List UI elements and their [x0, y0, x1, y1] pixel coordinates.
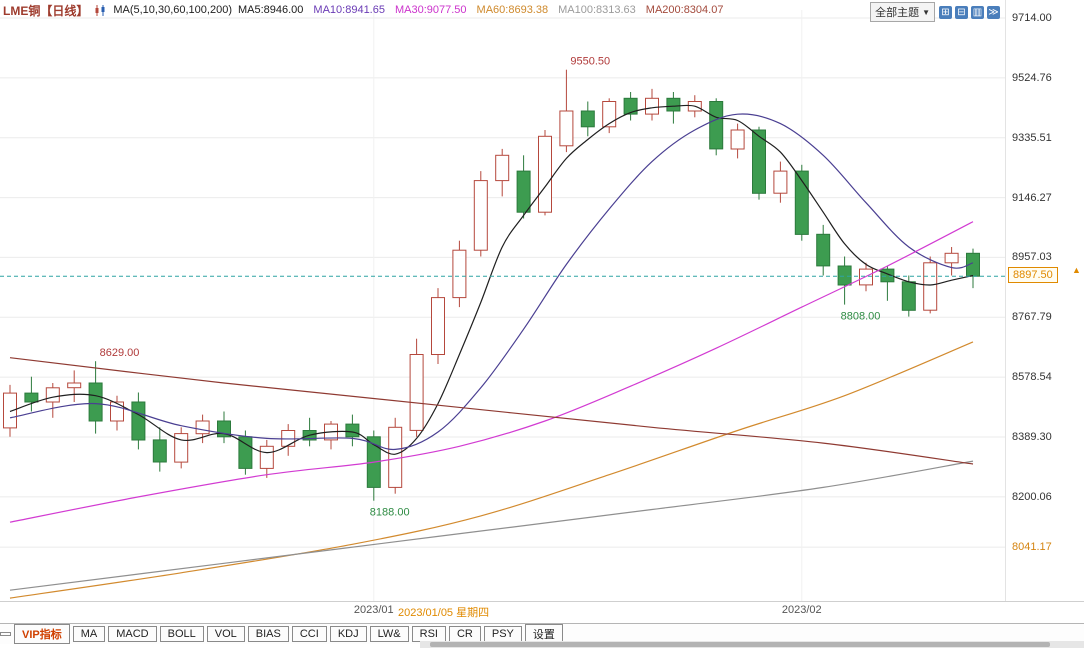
ma-legend-values: MA5:8946.00 MA10:8941.65 MA30:9077.50 MA60:…: [238, 4, 723, 16]
candle-body: [816, 233, 831, 267]
candle-body: [409, 354, 424, 431]
candle-body: [388, 426, 403, 488]
candle-body: [110, 401, 124, 422]
candle-body: [709, 101, 724, 150]
last-price-tag: 8897.50: [1008, 267, 1058, 284]
candle-body: [645, 97, 659, 115]
candle-body: [516, 170, 531, 213]
indicator-tab-cr[interactable]: CR: [448, 626, 481, 642]
indicator-tab-bias[interactable]: BIAS: [247, 626, 289, 642]
candle-body: [837, 265, 852, 286]
chart-canvas[interactable]: 9550.50 8629.00 8808.00 8188.00: [0, 0, 1084, 603]
selected-date-label: 2023/01/05 星期四: [398, 607, 490, 619]
candle-body: [559, 110, 574, 147]
candle-body: [495, 154, 510, 182]
price-axis-label: 8041.17: [1012, 541, 1052, 554]
price-axis-label: 8200.06: [1012, 490, 1052, 503]
candle-body: [623, 97, 638, 115]
candle-body: [67, 382, 82, 389]
candle-body: [773, 170, 788, 194]
ma-legend-item: MA30:9077.50: [394, 4, 467, 16]
split-rows-icon[interactable]: ⊟: [955, 5, 968, 19]
candle-body: [901, 281, 916, 311]
indicator-tab-rsi[interactable]: RSI: [411, 626, 446, 642]
indicator-tab-lw&[interactable]: LW&: [369, 626, 409, 642]
price-axis-label: 9714.00: [1012, 12, 1052, 24]
indicator-tab-boll[interactable]: BOLL: [159, 626, 204, 642]
indicator-tab-macd[interactable]: MACD: [108, 626, 157, 642]
ma-legend-item: MA200:8304.07: [645, 4, 724, 16]
candle-body: [345, 423, 360, 438]
price-axis-label: 9146.27: [1012, 191, 1052, 204]
price-up-arrow-icon: ▲: [1072, 265, 1081, 276]
price-annotation: 8188.00: [370, 507, 410, 519]
candle-body: [923, 262, 938, 311]
indicator-toolbar: VIP指标 MA MACD BOLL VOL BIAS CCI KDJ LW& RSI CR PSY 设…: [0, 623, 1084, 644]
price-annotation: 9550.50: [570, 56, 610, 68]
ma-line-ma30: [9, 221, 974, 523]
ma-line-ma60: [9, 341, 974, 599]
time-axis-label: 2023/02: [781, 604, 822, 616]
fast-forward-icon[interactable]: ≫: [987, 5, 1000, 19]
price-axis-label: 8389.30: [1012, 431, 1052, 443]
symbol-title: LME铜【日线】: [3, 3, 89, 18]
chevron-down-icon: ▼: [922, 7, 930, 17]
panel-layout-icon[interactable]: ▥: [971, 5, 984, 19]
candle-body: [45, 387, 60, 403]
price-axis-label: 9524.76: [1012, 71, 1052, 84]
candle-body: [666, 97, 681, 112]
candle-body: [752, 129, 766, 194]
candle-body: [452, 249, 467, 299]
clipped-tab[interactable]: [0, 632, 11, 636]
candle-body: [580, 110, 595, 128]
indicator-tab-kdj[interactable]: KDJ: [329, 626, 367, 642]
candle-body: [538, 135, 552, 213]
theme-dropdown[interactable]: 全部主题 ▼: [870, 2, 935, 22]
candle-body: [24, 392, 39, 403]
price-axis-label: 8957.03: [1012, 251, 1052, 264]
candle-body: [3, 392, 17, 429]
ma-group-label: MA(5,10,30,60,100,200): [113, 4, 232, 16]
indicator-tab-vip指标[interactable]: VIP指标: [14, 624, 70, 644]
candle-body: [88, 382, 103, 422]
candle-body: [473, 180, 488, 251]
price-axis-label: 8578.54: [1012, 371, 1052, 384]
window-layout-icons: ⊞ ⊟ ▥ ≫: [939, 5, 1000, 19]
candle-body: [730, 129, 745, 150]
theme-dropdown-label: 全部主题: [875, 7, 920, 19]
candle-body: [131, 401, 146, 441]
horizontal-scrollbar-thumb[interactable]: [430, 642, 1050, 647]
ma-legend-item: MA100:8313.63: [558, 4, 636, 16]
price-axis-label: 9335.51: [1012, 131, 1052, 144]
ma-line-ma10: [9, 113, 974, 451]
chart-header: LME铜【日线】 MA(5,10,30,60,100,200) MA5:8946…: [0, 0, 1084, 22]
time-axis: 2023/01/05 星期四 2023/01 2023/02: [0, 604, 1084, 622]
ma-legend-item: MA5:8946.00: [237, 4, 304, 16]
candle-body: [259, 445, 274, 469]
indicator-tab-ma[interactable]: MA: [72, 626, 106, 642]
indicator-tab-vol[interactable]: VOL: [206, 626, 245, 642]
ma-legend-item: MA60:8693.38: [476, 4, 549, 16]
candle-body: [152, 439, 167, 463]
time-axis-label: 2023/01: [353, 604, 394, 616]
candle-body: [794, 170, 809, 235]
kline-settings-icon[interactable]: [94, 4, 107, 17]
candle-body: [195, 420, 210, 435]
ma-line-ma5: [9, 104, 974, 455]
candle-body: [431, 297, 445, 356]
ma-legend-item: MA10:8941.65: [313, 4, 385, 16]
ma-line-ma100: [9, 460, 974, 591]
indicator-tab-psy[interactable]: PSY: [483, 626, 522, 642]
indicator-tab-设置[interactable]: 设置: [524, 624, 563, 644]
ma-line-ma200: [9, 357, 974, 465]
price-annotation: 8808.00: [841, 311, 881, 323]
candle-body: [944, 252, 959, 264]
price-axis-label: 8767.79: [1012, 311, 1052, 324]
indicator-tab-cci[interactable]: CCI: [291, 626, 327, 642]
price-annotation: 8629.00: [100, 347, 140, 359]
candle-body: [602, 101, 617, 128]
split-grid-icon[interactable]: ⊞: [939, 5, 952, 19]
horizontal-scrollbar[interactable]: [420, 641, 1084, 648]
